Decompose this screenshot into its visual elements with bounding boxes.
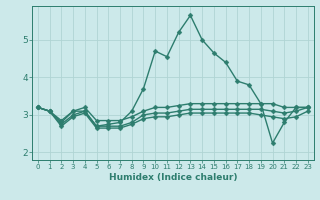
X-axis label: Humidex (Indice chaleur): Humidex (Indice chaleur) (108, 173, 237, 182)
